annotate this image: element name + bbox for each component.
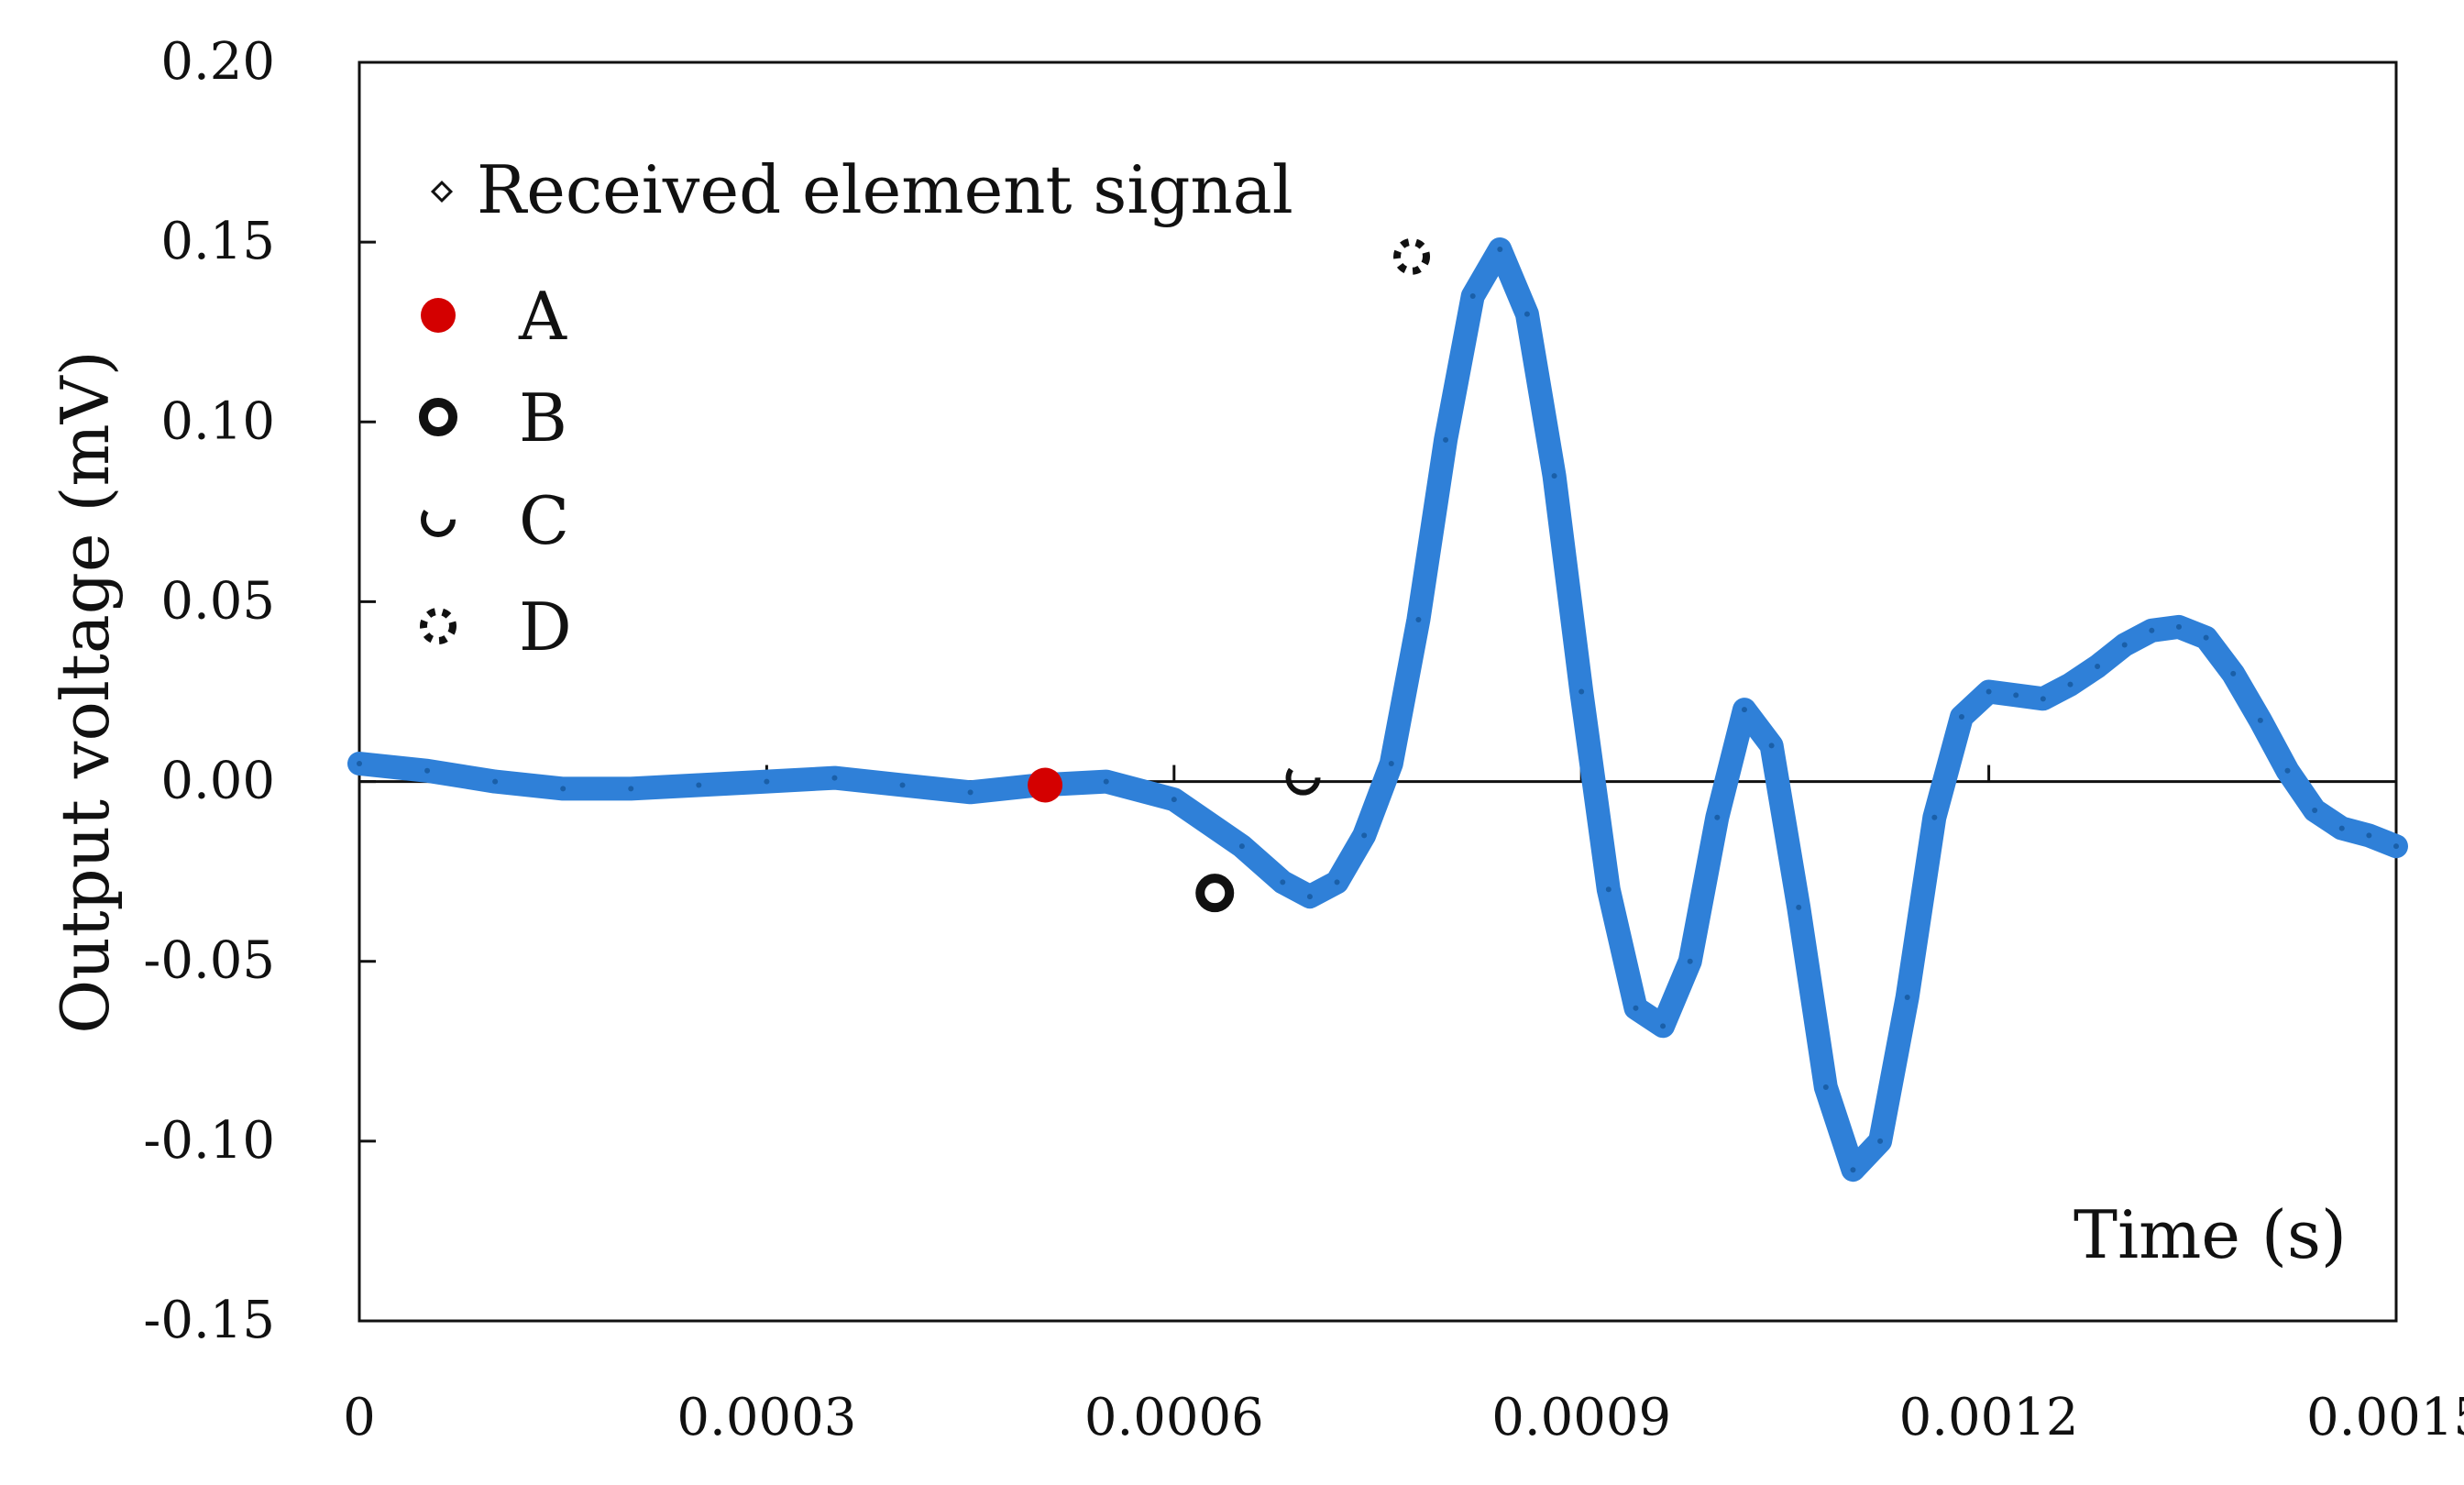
x-tick-label: 0.0015	[2306, 1388, 2464, 1447]
y-axis-label: Output voltage (mV)	[47, 350, 124, 1034]
legend-label-a: A	[518, 278, 567, 355]
legend-label-d: D	[519, 588, 572, 666]
series-point	[1497, 246, 1503, 252]
series-point	[1850, 1167, 1856, 1173]
series-point	[1877, 1138, 1884, 1144]
series-point	[1388, 760, 1394, 766]
series-point	[1238, 843, 1245, 850]
y-tick-label: 0.10	[160, 391, 275, 451]
legend-marker-a	[421, 298, 456, 333]
series-point	[1822, 1084, 1829, 1091]
series-point	[2230, 670, 2237, 676]
y-tick-label: 0.00	[160, 752, 275, 811]
x-tick-label: 0.0012	[1899, 1388, 2079, 1447]
series-point	[1633, 1005, 1639, 1011]
series-point	[1280, 879, 1286, 886]
series-point	[2338, 825, 2345, 831]
series-point	[2257, 717, 2263, 723]
series-point	[967, 789, 974, 796]
marker-a	[1028, 767, 1063, 803]
legend-series-label: Received element signal	[477, 151, 1293, 228]
x-tick-label: 0	[343, 1388, 376, 1447]
series-point	[2067, 681, 2074, 688]
series-point	[1741, 707, 1747, 713]
series-point	[1796, 904, 1802, 910]
marker-b	[1195, 874, 1235, 913]
series-point	[2095, 664, 2101, 670]
series-point	[1714, 814, 1721, 820]
series-point	[1551, 473, 1557, 479]
series-point	[2040, 696, 2046, 702]
series-point	[1958, 713, 1964, 720]
y-tick-label: 0.15	[160, 212, 275, 271]
series-point	[1986, 688, 1992, 695]
series-point	[2366, 832, 2372, 839]
series-point	[1361, 832, 1368, 839]
series-point	[1524, 311, 1530, 317]
series-point	[764, 778, 770, 785]
legend-marker-c	[421, 502, 456, 537]
series-point	[1334, 879, 1340, 886]
series-point	[1904, 994, 1910, 1000]
y-tick-label: -0.10	[143, 1111, 275, 1171]
y-tick-label: 0.05	[160, 571, 275, 631]
series-point	[2284, 767, 2291, 774]
series-point	[696, 782, 702, 788]
marker-d	[1393, 237, 1431, 275]
series-point	[1578, 688, 1585, 695]
series-point	[1171, 797, 1177, 803]
series-point	[628, 786, 634, 792]
series-point	[899, 782, 906, 788]
series-point	[1605, 886, 1612, 893]
series-point	[831, 775, 838, 781]
series-point	[1660, 1023, 1666, 1029]
series-point	[2312, 807, 2318, 813]
series-point	[424, 767, 431, 774]
series-line	[347, 237, 2408, 1182]
legend-marker-d	[420, 608, 456, 644]
series-point	[1103, 778, 1109, 785]
series-point	[2013, 692, 2019, 698]
legend-label-b: B	[519, 380, 567, 456]
series-point	[1443, 436, 1449, 443]
plot-area-frame	[358, 60, 2398, 1323]
y-tick-label: 0.20	[160, 32, 275, 92]
marker-c	[1285, 760, 1321, 796]
legend-label-c: C	[519, 482, 569, 559]
series-point	[492, 778, 499, 785]
series-point	[2203, 634, 2209, 641]
legend-marker-b	[419, 398, 457, 436]
legend-series-symbol	[430, 180, 454, 204]
series-point	[1768, 742, 1775, 749]
series-point	[1469, 292, 1476, 299]
series-point	[2149, 627, 2155, 633]
x-axis-label: Time (s)	[2074, 1196, 2347, 1273]
series-point	[1306, 894, 1313, 900]
series-point	[1931, 814, 1938, 820]
x-tick-label: 0.0003	[676, 1388, 856, 1447]
series-point	[1415, 617, 1422, 623]
series-point	[2393, 843, 2399, 850]
y-tick-label: -0.05	[143, 931, 275, 991]
x-tick-label: 0.0006	[1084, 1388, 1264, 1447]
series-point	[2175, 623, 2182, 630]
series-point	[560, 786, 566, 792]
y-tick-label: -0.15	[143, 1291, 275, 1350]
x-tick-label: 0.0009	[1491, 1388, 1671, 1447]
series-point	[1687, 958, 1693, 964]
series-point	[357, 760, 362, 766]
series-point	[2121, 642, 2128, 648]
